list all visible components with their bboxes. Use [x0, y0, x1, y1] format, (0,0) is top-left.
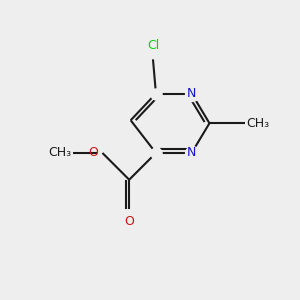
Text: N: N [187, 146, 196, 160]
Text: CH₃: CH₃ [48, 146, 71, 160]
Text: N: N [187, 87, 196, 100]
Text: O: O [124, 215, 134, 228]
Text: CH₃: CH₃ [247, 117, 270, 130]
Text: O: O [88, 146, 98, 160]
Text: Cl: Cl [147, 39, 159, 52]
